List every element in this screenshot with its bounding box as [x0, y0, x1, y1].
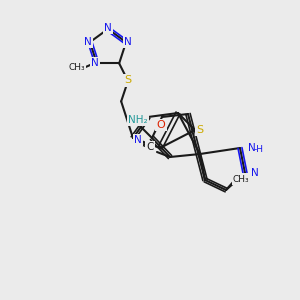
Text: CH₃: CH₃ [68, 63, 85, 72]
Text: N: N [84, 37, 92, 47]
Text: N: N [104, 23, 112, 33]
Text: N: N [134, 135, 142, 145]
Text: CH₃: CH₃ [233, 175, 249, 184]
Text: N: N [251, 168, 259, 178]
Text: N: N [124, 37, 132, 47]
Text: S: S [196, 125, 204, 135]
Text: O: O [157, 120, 165, 130]
Text: -H: -H [254, 145, 264, 154]
Text: N: N [248, 143, 256, 153]
Text: N: N [91, 58, 99, 68]
Text: S: S [124, 75, 132, 85]
Text: C: C [146, 142, 154, 152]
Text: NH₂: NH₂ [128, 115, 148, 125]
